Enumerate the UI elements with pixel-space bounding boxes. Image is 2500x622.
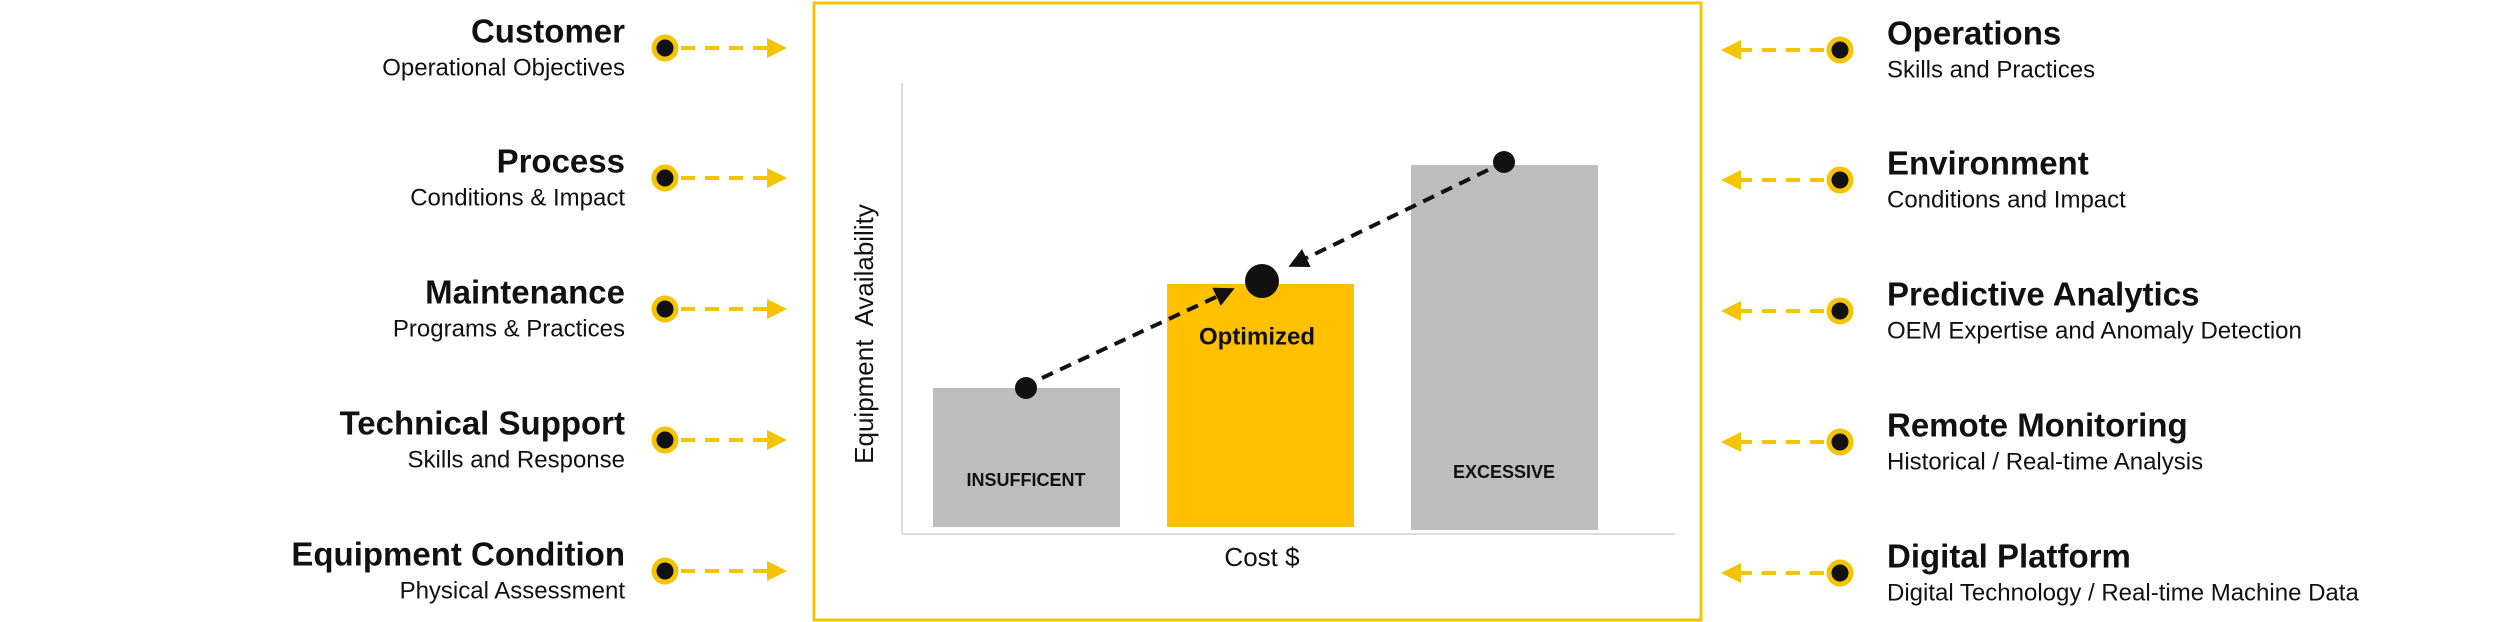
dot [651,426,679,454]
arrow [1288,168,1489,268]
dot [651,557,679,585]
dot [1826,428,1854,456]
dot [651,34,679,62]
item-title: Equipment Condition [291,536,625,573]
arrow [1041,287,1235,380]
item-subtitle: Skills and Practices [1887,56,2095,83]
item-subtitle: Physical Assessment [400,577,626,604]
item-title: Customer [471,13,625,50]
bar [1411,165,1598,530]
bar-label: INSUFFICENT [967,470,1086,490]
item-subtitle: Digital Technology / Real-time Machine D… [1887,579,2359,606]
item-title: Predictive Analytics [1887,276,2199,313]
dot [651,164,679,192]
x-label: Cost $ [1224,542,1300,572]
item-title: Technical Support [340,405,625,442]
item-title: Digital Platform [1887,538,2131,575]
item-subtitle: OEM Expertise and Anomaly Detection [1887,317,2302,344]
item-title: Operations [1887,15,2061,52]
item-subtitle: Historical / Real-time Analysis [1887,448,2203,475]
item-subtitle: Conditions & Impact [410,184,625,211]
dot [651,295,679,323]
dot [1826,559,1854,587]
dot [1493,151,1515,173]
dot [1245,264,1279,298]
dot [1015,377,1037,399]
bar-label: EXCESSIVE [1453,462,1555,482]
item-subtitle: Operational Objectives [382,54,625,81]
item-subtitle: Conditions and Impact [1887,186,2126,213]
item-title: Environment [1887,145,2089,182]
frame [812,1,1703,622]
bar [1167,284,1354,527]
item-title: Remote Monitoring [1887,407,2188,444]
dot [1826,297,1854,325]
item-title: Maintenance [425,274,625,311]
bar-label: Optimized [1199,323,1315,350]
y-label: Equipment Availability [849,204,879,464]
item-subtitle: Programs & Practices [393,315,625,342]
dot [1826,36,1854,64]
bar [933,388,1120,527]
item-subtitle: Skills and Response [408,446,625,473]
dot [1826,166,1854,194]
item-title: Process [497,143,625,180]
